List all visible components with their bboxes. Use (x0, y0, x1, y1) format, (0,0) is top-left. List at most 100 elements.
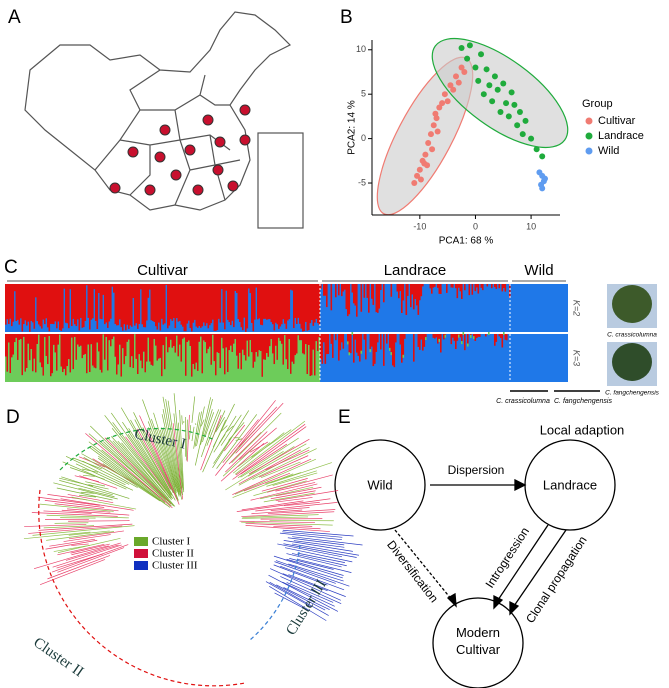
tree-branch (71, 543, 89, 546)
structure-bar (15, 337, 18, 382)
structure-bar (183, 337, 186, 382)
tree-branch (255, 502, 338, 512)
structure-bar (299, 340, 301, 382)
structure-bar (348, 334, 351, 355)
tree-branch (63, 534, 111, 542)
structure-bar (149, 334, 151, 362)
structure-bar (123, 334, 126, 365)
structure-bar (264, 359, 267, 382)
structure-bar (317, 351, 319, 382)
structure-bar (53, 334, 55, 345)
tree-branch (137, 439, 173, 496)
tree-branch (236, 498, 331, 512)
structure-bar (150, 334, 153, 365)
tree-branch (33, 542, 121, 570)
structure-bar (167, 352, 169, 382)
structure-bar (495, 284, 498, 289)
tree-branch (133, 412, 174, 494)
structure-bar (284, 334, 286, 336)
y-tick-label: 10 (356, 44, 366, 54)
tree-branch (57, 543, 105, 556)
tree-branch (261, 478, 308, 492)
structure-bar (87, 284, 90, 318)
cluster-label: Cluster II (30, 635, 86, 681)
tree-branch (200, 414, 222, 471)
structure-bar (126, 341, 129, 382)
cluster-arc (249, 544, 301, 641)
structure-bar (281, 343, 283, 382)
tree-branch (54, 503, 119, 512)
point (466, 42, 473, 49)
tree-branch (89, 447, 171, 508)
tree-branch (67, 508, 111, 513)
structure-bar (347, 334, 349, 344)
structure-bar (456, 284, 459, 299)
structure-bar (318, 334, 321, 338)
tree-branch (288, 563, 344, 582)
structure-bar (255, 352, 258, 382)
structure-bar (177, 284, 180, 322)
structure-bar (257, 284, 259, 320)
structure-bar (32, 334, 34, 372)
structure-bar (152, 365, 154, 382)
tree-branch (202, 409, 213, 443)
tree-branch (79, 475, 118, 489)
structure-bar (111, 339, 114, 382)
structure-bar (399, 334, 402, 345)
point (519, 131, 526, 138)
tree-branch (185, 419, 188, 461)
point (461, 68, 468, 75)
structure-bar (222, 334, 225, 349)
tree-branch (243, 472, 291, 492)
tree-branch (259, 455, 309, 478)
structure-bar (87, 344, 90, 382)
tree-branch (232, 426, 307, 480)
structure-bar (347, 341, 349, 345)
structure-bar (132, 284, 135, 299)
structure-bar (83, 284, 85, 328)
point (533, 146, 540, 153)
structure-bar (495, 334, 498, 342)
structure-bar (9, 284, 12, 319)
structure-bar (474, 334, 477, 341)
structure-bar (203, 334, 205, 341)
structure-bar (131, 334, 133, 357)
structure-bar (419, 284, 421, 301)
structure-bar (293, 334, 295, 364)
structure-bar (419, 334, 421, 350)
structure-bar (240, 284, 243, 328)
structure-bar (69, 284, 72, 290)
structure-bar (24, 284, 27, 321)
structure-bar (230, 284, 232, 326)
structure-bar (378, 284, 381, 309)
structure-bar (369, 334, 372, 352)
structure-bar (383, 284, 385, 303)
structure-bar (218, 284, 220, 319)
structure-bar (80, 284, 82, 318)
structure-bar (53, 344, 55, 382)
structure-bar (101, 284, 103, 320)
structure-bar (402, 284, 405, 301)
structure-bar (180, 361, 183, 382)
structure-bar (342, 284, 345, 292)
structure-bar (200, 336, 202, 382)
structure-bar (261, 334, 264, 377)
structure-bar (105, 334, 108, 337)
structure-bar (210, 334, 213, 365)
structure-bar (33, 358, 36, 382)
tree-branch (234, 420, 306, 475)
structure-bar (477, 334, 480, 337)
tree-branch (139, 415, 178, 500)
species-label: C. crassicolumna (496, 398, 550, 405)
structure-bar (38, 334, 40, 382)
structure-bar (113, 334, 115, 337)
point (458, 44, 465, 51)
structure-bar (407, 284, 409, 296)
structure-bar (216, 334, 219, 353)
tree-branch (83, 456, 138, 488)
structure-bar (225, 334, 228, 348)
tree-branch (44, 500, 105, 508)
structure-bar (254, 334, 256, 362)
structure-bar (237, 284, 240, 320)
k-label: K=3 (572, 350, 582, 366)
